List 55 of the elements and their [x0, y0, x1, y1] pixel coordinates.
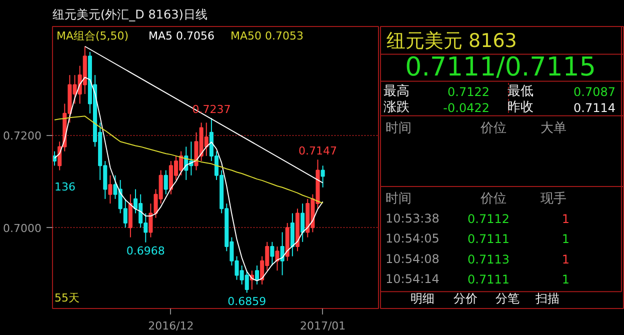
text: 0.7113 [468, 252, 510, 266]
candlestick [290, 212, 294, 257]
legend-title: MA组合(5,50) [56, 30, 129, 42]
chart-title: 纽元美元(外汇_D 8163)日线 [52, 8, 208, 22]
text: 时间 [386, 192, 412, 207]
candlestick [275, 246, 280, 272]
text: 1 [562, 212, 570, 226]
text: 最高 [384, 82, 410, 99]
text: 分价 [454, 291, 478, 306]
text: MA5 0.7056 [148, 30, 214, 42]
annotation: 0.6859 [228, 294, 266, 308]
annotation: 0.7237 [192, 103, 231, 116]
text: 最低 [508, 84, 534, 99]
text: 纽元美元 8163 [386, 30, 517, 52]
annotation: 136 [54, 180, 76, 194]
text: 分笔 [496, 291, 520, 306]
candlestick [270, 241, 274, 266]
candlestick [254, 265, 260, 285]
text: 0.7114 [574, 100, 616, 115]
text: 1 [562, 272, 570, 287]
text: 0.7087 [574, 84, 616, 99]
text: 0.7111/0.7115 [405, 52, 596, 83]
y-tick-label: 0.7000 [3, 222, 42, 236]
text: 扫描 [534, 291, 560, 306]
text: 涨跌 [384, 100, 410, 115]
annotation: 0.7147 [298, 144, 338, 158]
candlestick [280, 232, 284, 276]
annotation: 0.6968 [126, 244, 165, 258]
x-tick-label: 2017/01 [300, 320, 346, 332]
text: 时间 [386, 120, 412, 136]
text: 0.7112 [468, 212, 510, 226]
text: 大单 [540, 120, 566, 136]
annotation: 55天 [54, 292, 80, 304]
text: 0.7111 [468, 272, 510, 287]
candlestick [108, 174, 112, 204]
text: MA50 0.7053 [230, 30, 304, 42]
text: -0.0422 [443, 100, 490, 115]
text: 1 [562, 232, 570, 246]
x-tick-label: 2016/12 [148, 320, 194, 332]
y-tick-label: 0.7200 [3, 130, 42, 143]
text: 10:53:38 [386, 211, 440, 226]
text: 10:54:14 [386, 272, 440, 286]
text: 现手 [540, 192, 566, 207]
text: 0.7111 [468, 232, 510, 246]
text: 10:54:05 [386, 232, 440, 246]
text: 0.7122 [448, 84, 490, 99]
candlestick [164, 170, 168, 195]
text: 价位 [480, 120, 506, 136]
text: 昨收 [508, 100, 534, 115]
text: 价位 [480, 192, 506, 207]
text: 1 [562, 252, 570, 266]
candlestick [300, 203, 305, 242]
candlestick [320, 165, 325, 188]
text: 10:54:08 [386, 252, 440, 266]
text: 明细 [410, 291, 434, 306]
